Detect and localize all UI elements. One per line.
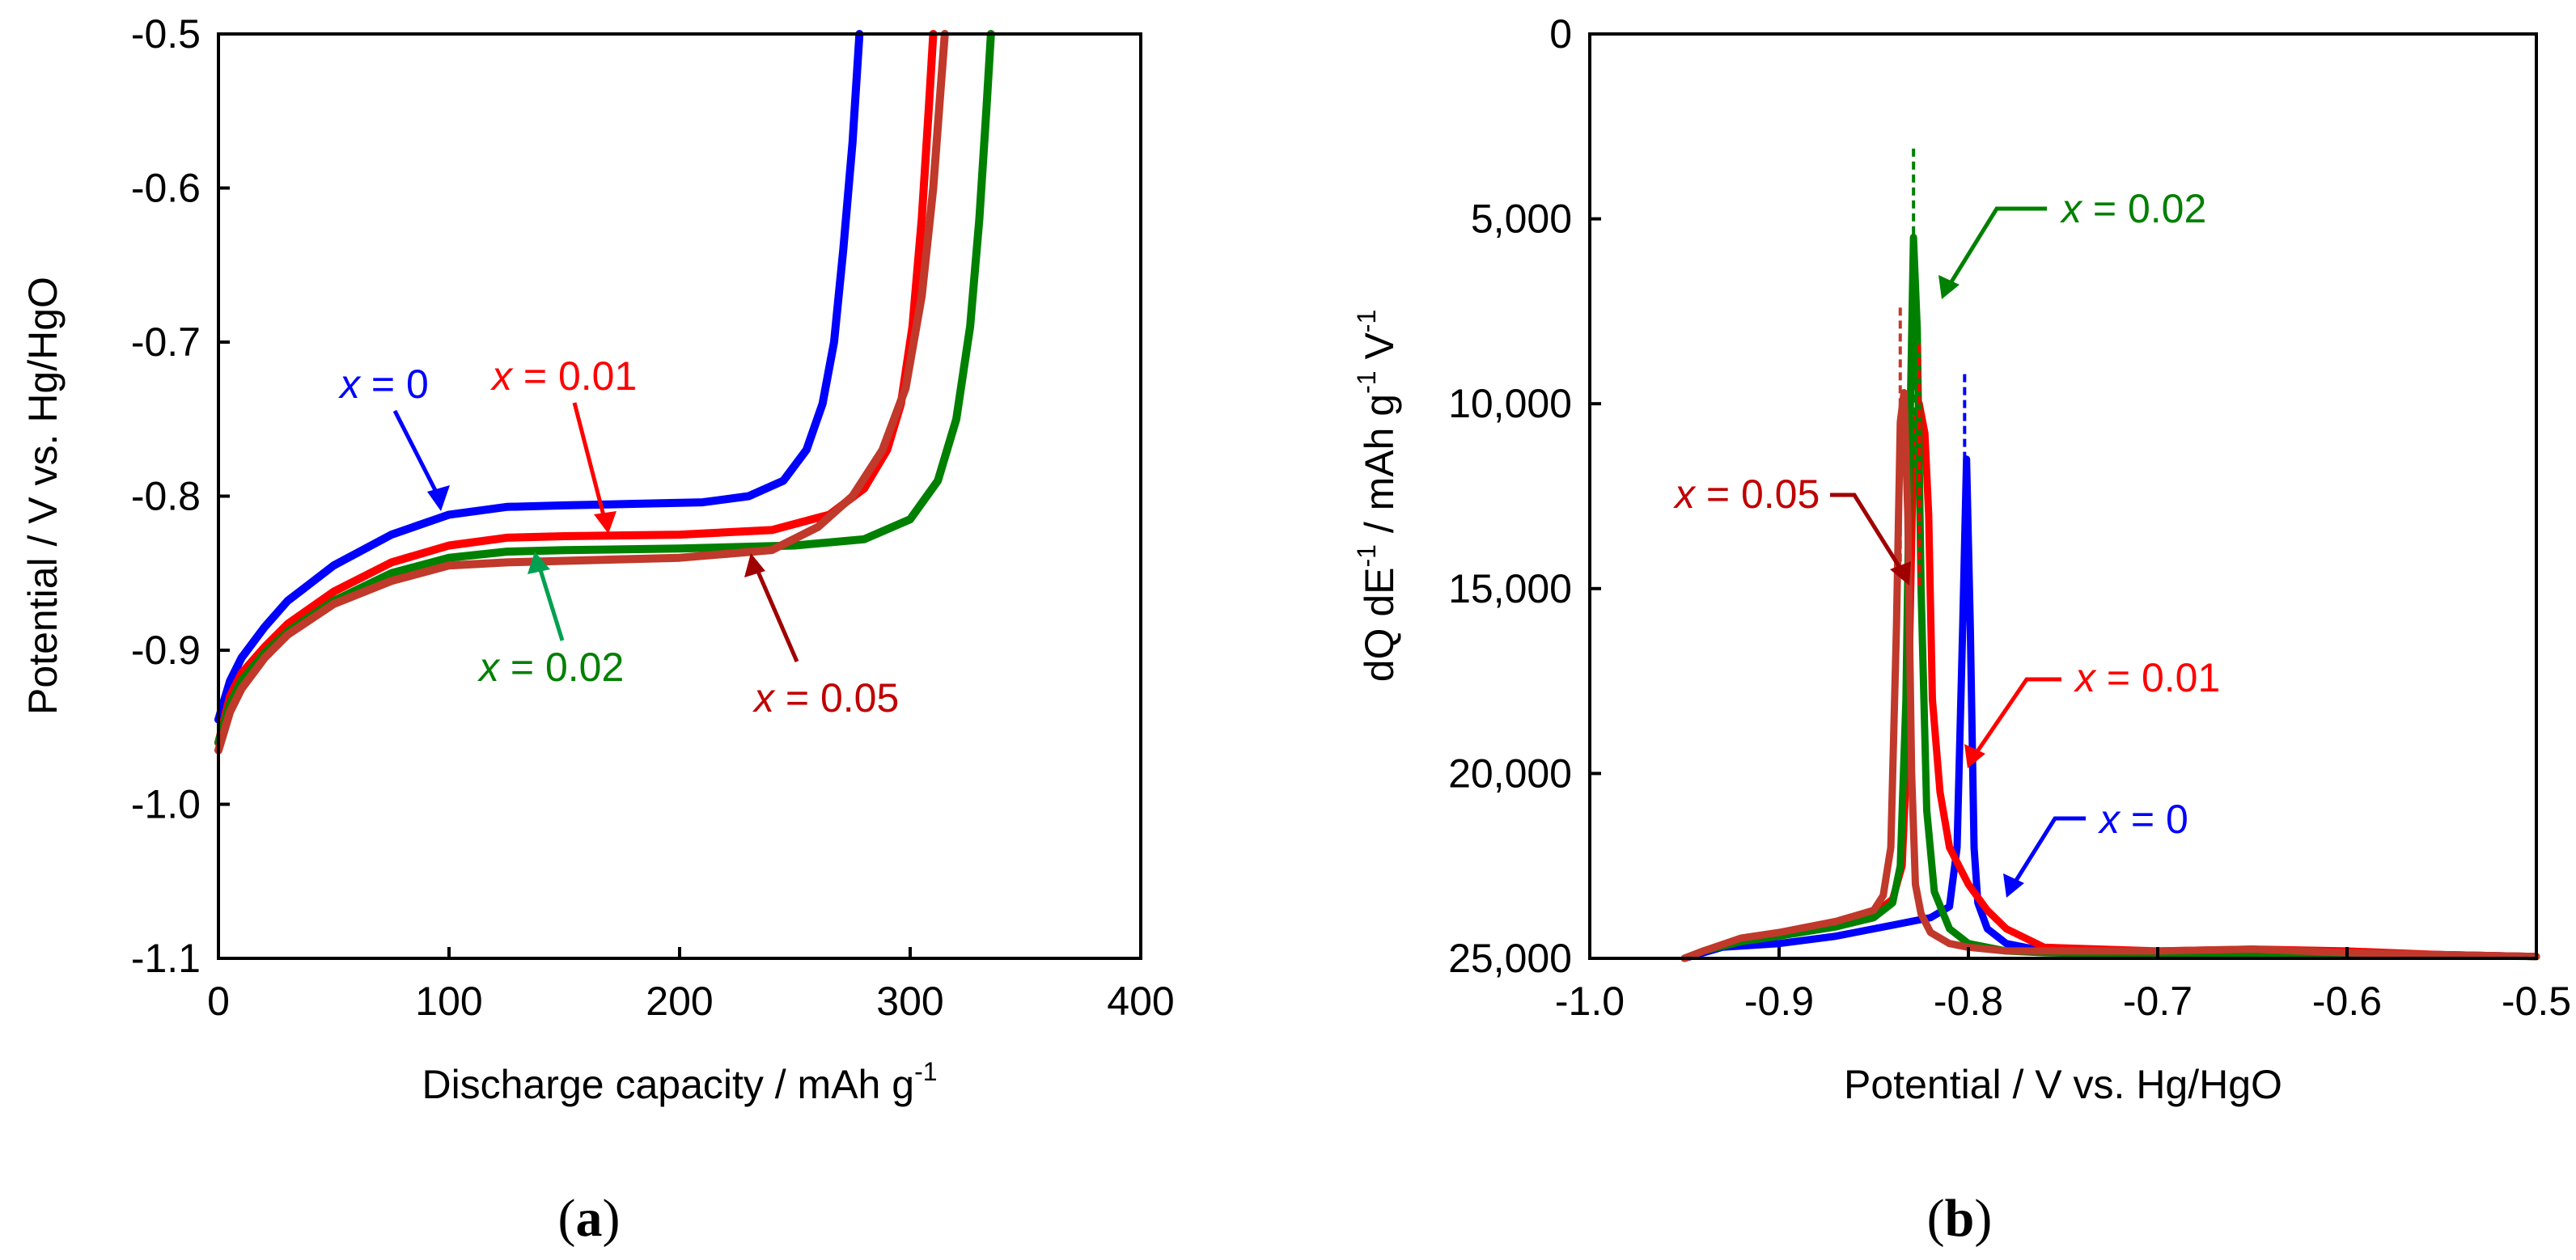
- annotation-arrowhead: [2003, 873, 2024, 898]
- annotation-label: x = 0.01: [2074, 655, 2220, 700]
- panel-a-annotation-x001: x = 0.01: [490, 353, 637, 534]
- b-x-tick-label: -0.9: [1744, 979, 1814, 1024]
- b-x-tick-label: -0.7: [2123, 979, 2193, 1024]
- annotation-arrowhead: [427, 485, 450, 511]
- panel-b-annotation-x001: x = 0.01: [1964, 655, 2220, 768]
- panel-b-plot-frame: [1588, 32, 2538, 960]
- panel-a-label: (a): [558, 1189, 621, 1248]
- panel-b-y-ticks: 0 5,000 10,000 15,000 20,000 25,000: [1448, 11, 1601, 981]
- b-x-tick-label: -1.0: [1555, 979, 1625, 1024]
- b-series-3-line: [1680, 389, 2540, 962]
- b-y-tick-label: 25,000: [1448, 936, 1572, 981]
- annotation-arrow-line: [536, 561, 565, 641]
- panel-a-chart: -0.5 -0.6 -0.7 -0.8 -0.9 -1.0 -1.1 0 100 200 300 4…: [20, 11, 1175, 1248]
- a-series-3-line: [214, 30, 949, 755]
- panel-b-y-axis-title: dQ dE-1 / mAh g-1 V-1: [1352, 310, 1402, 683]
- annotation-arrowhead: [1964, 744, 1985, 768]
- panel-a-annotation-x0: x = 0: [338, 362, 450, 511]
- a-x-tick-label: 300: [876, 979, 943, 1024]
- a-y-tick-label: -0.5: [131, 11, 201, 57]
- annotation-arrow-line: [2010, 816, 2086, 887]
- annotation-label: x = 0.05: [752, 675, 899, 721]
- annotation-arrow-line: [572, 402, 608, 522]
- a-y-tick-label: -1.1: [131, 936, 201, 981]
- panel-b-annotation-x0: x = 0: [2003, 797, 2188, 898]
- annotation-label: x = 0.02: [477, 645, 624, 690]
- panel-b-label: (b): [1927, 1189, 1993, 1248]
- b-y-tick-label: 0: [1549, 11, 1572, 57]
- panel-a-series-group: [214, 30, 995, 755]
- panel-a-x-axis-title: Discharge capacity / mAh g-1: [422, 1057, 937, 1107]
- b-x-tick-label: -0.5: [2502, 979, 2571, 1024]
- b-y-tick-label: 20,000: [1448, 751, 1572, 796]
- annotation-label: x = 0.01: [490, 353, 637, 399]
- annotation-arrowhead: [1938, 275, 1960, 299]
- b-y-tick-label: 10,000: [1448, 381, 1572, 426]
- panel-b-annotation-x005: x = 0.05: [1673, 471, 1911, 586]
- a-y-tick-label: -0.8: [131, 474, 201, 519]
- annotation-arrow-line: [753, 565, 799, 662]
- annotation-arrowhead: [594, 511, 616, 534]
- b-y-tick-label: 5,000: [1471, 197, 1572, 242]
- panel-b-x-ticks: -1.0 -0.9 -0.8 -0.7 -0.6 -0.5: [1555, 947, 2571, 1024]
- a-y-tick-label: -0.6: [131, 166, 201, 211]
- panel-a-annotation-x005: x = 0.05: [744, 553, 899, 721]
- panel-b-peak-markers: [1898, 148, 1967, 608]
- a-y-tick-label: -0.9: [131, 628, 201, 673]
- a-y-tick-label: -1.0: [131, 782, 201, 827]
- b-x-tick-label: -0.8: [1934, 979, 2003, 1024]
- annotation-label: x = 0.02: [2060, 186, 2206, 231]
- annotation-label: x = 0.05: [1673, 471, 1820, 517]
- annotation-arrow-line: [392, 409, 443, 503]
- annotation-arrow-line: [1830, 493, 1905, 574]
- a-x-tick-label: 0: [207, 979, 230, 1024]
- panel-b-annotation-x002: x = 0.02: [1938, 186, 2206, 299]
- panel-a-y-ticks: -0.5 -0.6 -0.7 -0.8 -0.9 -1.0 -1.1: [131, 11, 230, 981]
- annotation-arrowhead: [527, 552, 550, 574]
- annotation-arrowhead: [744, 553, 765, 577]
- b-x-tick-label: -0.6: [2312, 979, 2382, 1024]
- panel-a-x-ticks: 0 100 200 300 400: [207, 947, 1175, 1024]
- annotation-arrow-line: [1972, 677, 2061, 758]
- panel-a-annotation-x002: x = 0.02: [477, 552, 624, 690]
- a-x-tick-label: 400: [1107, 979, 1174, 1024]
- annotation-label: x = 0: [2098, 797, 2188, 842]
- a-y-tick-label: -0.7: [131, 319, 201, 365]
- panel-a-y-axis-title: Potential / V vs. Hg/HgO: [20, 277, 66, 715]
- annotation-label: x = 0: [338, 362, 429, 407]
- b-y-tick-label: 15,000: [1448, 566, 1572, 611]
- panel-b-x-axis-title: Potential / V vs. Hg/HgO: [1844, 1062, 2282, 1107]
- annotation-arrow-line: [1946, 206, 2047, 289]
- annotation-arrowhead: [1890, 561, 1911, 586]
- a-x-tick-label: 200: [646, 979, 713, 1024]
- a-x-tick-label: 100: [415, 979, 482, 1024]
